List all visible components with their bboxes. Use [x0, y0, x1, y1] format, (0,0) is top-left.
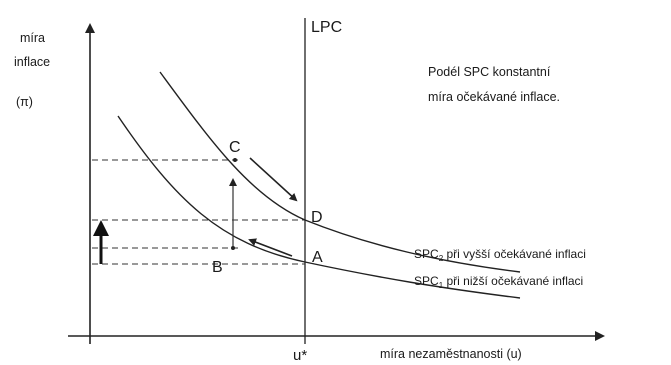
arrow-a-to-b: [248, 238, 293, 257]
u-star-label: u*: [293, 347, 307, 364]
arrow-c-to-d: [249, 157, 298, 202]
point-c-dot: [233, 158, 237, 162]
spc2-label: SPC2 při vyšší očekávané inflaci: [414, 247, 586, 263]
lpc-label: LPC: [311, 19, 342, 36]
note-line1: Podél SPC konstantní: [428, 65, 551, 79]
point-label-b: B: [212, 259, 223, 276]
point-label-d: D: [311, 209, 323, 226]
spc1-label: SPC1 při nižší očekávané inflaci: [414, 274, 583, 290]
spc2-suffix: při vyšší očekávané inflaci: [443, 247, 586, 261]
spc1-subscript: 1: [439, 281, 444, 290]
inflation-increase-arrowhead: [93, 220, 109, 236]
spc1-prefix: SPC: [414, 274, 439, 288]
point-b-dot: [231, 246, 235, 250]
y-axis-label-line2: inflace: [14, 55, 50, 69]
spc2-subscript: 2: [439, 254, 444, 263]
note-line2: míra očekávané inflace.: [428, 90, 560, 104]
spc1-curve: [117, 115, 521, 299]
point-label-c: C: [229, 139, 241, 156]
y-axis-label-line3: (π): [16, 95, 33, 109]
spc2-curve: [159, 71, 521, 273]
x-axis-label: míra nezaměstnanosti (u): [380, 347, 522, 361]
point-label-a: A: [312, 249, 323, 266]
spc1-suffix: při nižší očekávané inflaci: [443, 274, 583, 288]
spc2-prefix: SPC: [414, 247, 439, 261]
y-axis-label-line1: míra: [20, 31, 45, 45]
